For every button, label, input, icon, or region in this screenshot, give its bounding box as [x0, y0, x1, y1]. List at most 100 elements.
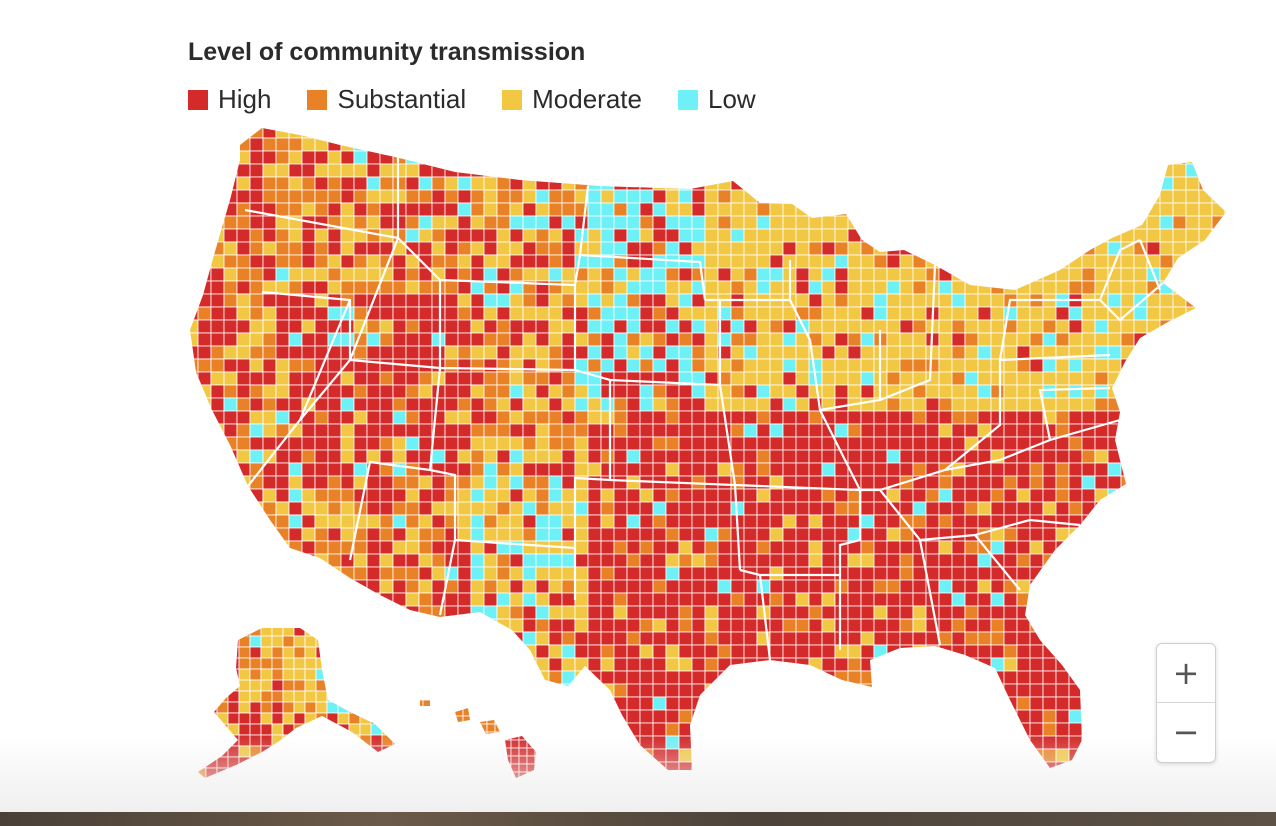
county-cell: [210, 371, 225, 386]
county-cell: [678, 696, 693, 711]
county-cell: [964, 410, 979, 425]
county-cell: [1146, 410, 1161, 425]
county-cell: [454, 699, 464, 709]
county-cell: [548, 566, 563, 581]
county-cell: [860, 566, 875, 581]
county-cell: [704, 579, 719, 594]
county-cell: [496, 228, 511, 243]
county-cell: [509, 202, 524, 217]
county-cell: [483, 306, 498, 321]
county-cell: [626, 436, 641, 451]
county-cell: [678, 436, 693, 451]
county-cell: [418, 280, 433, 295]
county-cell: [1185, 618, 1200, 633]
county-cell: [704, 150, 719, 165]
county-cell: [1133, 631, 1148, 646]
zoom-in-button[interactable]: +: [1172, 654, 1200, 692]
counties-contiguous-us[interactable]: [185, 125, 1238, 775]
county-cell: [249, 319, 264, 334]
county-cell: [587, 644, 602, 659]
county-cell: [405, 280, 420, 295]
county-cell: [834, 280, 849, 295]
county-cell: [1055, 319, 1070, 334]
county-cell: [769, 540, 784, 555]
county-cell: [1133, 475, 1148, 490]
county-cell: [899, 397, 914, 412]
county-cell: [301, 280, 316, 295]
county-cell: [1081, 462, 1096, 477]
county-cell: [899, 657, 914, 672]
county-cell: [223, 605, 238, 620]
county-cell: [340, 319, 355, 334]
county-cell: [197, 241, 212, 256]
county-cell: [1068, 657, 1083, 672]
county-cell: [1042, 241, 1057, 256]
county-cell: [1224, 410, 1226, 425]
county-cell: [1003, 540, 1018, 555]
county-cell: [236, 163, 251, 178]
county-cell: [678, 670, 693, 685]
county-cell: [769, 306, 784, 321]
county-cell: [496, 670, 511, 685]
county-cell: [964, 241, 979, 256]
county-cell: [1068, 488, 1083, 503]
county-cell: [860, 358, 875, 373]
county-cell: [431, 345, 446, 360]
county-cell: [899, 501, 914, 516]
county-cell: [431, 358, 446, 373]
county-cell: [691, 215, 706, 230]
county-cell: [600, 514, 615, 529]
county-cell: [574, 163, 589, 178]
county-cell: [216, 690, 229, 703]
county-cell: [418, 618, 433, 633]
county-cell: [769, 137, 784, 152]
county-cell: [431, 293, 446, 308]
county-cell: [1068, 280, 1083, 295]
county-cell: [691, 709, 706, 724]
county-cell: [1224, 384, 1226, 399]
county-cell: [422, 715, 432, 725]
county-cell: [288, 449, 303, 464]
county-cell: [613, 657, 628, 672]
county-cell: [405, 176, 420, 191]
county-cell: [483, 618, 498, 633]
zoom-out-button[interactable]: −: [1157, 702, 1215, 761]
county-cell: [210, 332, 225, 347]
county-cell: [808, 592, 823, 607]
county-cell: [730, 644, 745, 659]
county-cell: [1133, 670, 1148, 685]
county-cell: [353, 254, 368, 269]
county-cell: [964, 319, 979, 334]
county-cell: [1055, 163, 1070, 178]
county-cell: [293, 701, 306, 714]
county-cell: [665, 163, 680, 178]
county-cell: [314, 176, 329, 191]
county-cell: [873, 475, 888, 490]
county-cell: [938, 579, 953, 594]
county-cell: [1120, 384, 1135, 399]
county-cell: [522, 215, 537, 230]
county-cell: [821, 150, 836, 165]
county-cell: [665, 592, 680, 607]
county-cell: [847, 592, 862, 607]
county-cell: [587, 605, 602, 620]
county-cell: [782, 215, 797, 230]
county-cell: [392, 319, 407, 334]
county-cell: [574, 176, 589, 191]
county-cell: [626, 657, 641, 672]
county-cell: [314, 410, 329, 425]
county-cell: [1133, 215, 1148, 230]
county-cell: [190, 696, 199, 711]
county-cell: [782, 319, 797, 334]
county-cell: [574, 423, 589, 438]
county-cell: [717, 423, 732, 438]
bottom-fade-overlay: [0, 735, 1276, 813]
county-cell: [678, 657, 693, 672]
county-cell: [730, 631, 745, 646]
county-cell: [275, 501, 290, 516]
county-cell: [912, 267, 927, 282]
county-cell: [912, 436, 927, 451]
county-cell: [652, 128, 667, 139]
county-cell: [366, 501, 381, 516]
